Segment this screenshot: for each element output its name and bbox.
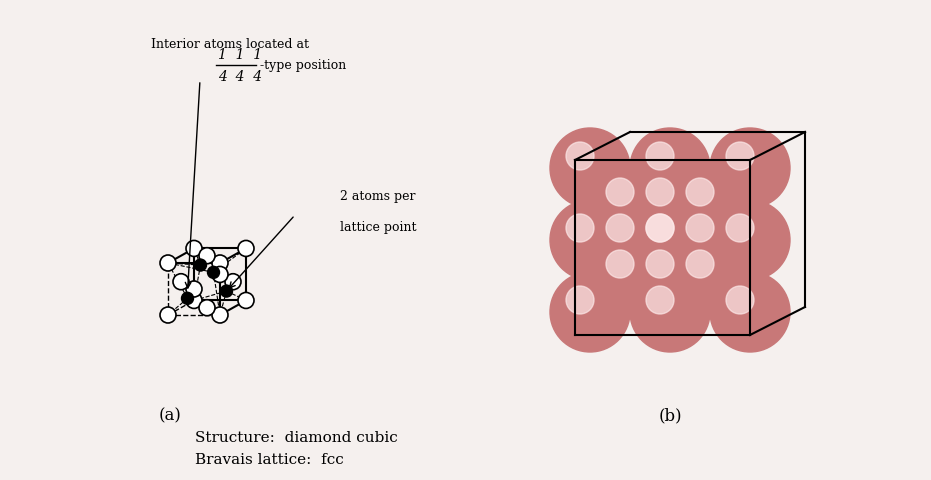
Circle shape: [646, 215, 674, 242]
Circle shape: [710, 129, 790, 209]
Text: 4  4  4: 4 4 4: [218, 70, 263, 84]
Circle shape: [606, 179, 634, 206]
Circle shape: [199, 300, 215, 316]
Text: 1  1  1: 1 1 1: [218, 48, 263, 62]
Circle shape: [630, 201, 710, 280]
Circle shape: [646, 143, 674, 171]
Circle shape: [646, 215, 674, 242]
Circle shape: [550, 273, 630, 352]
Circle shape: [238, 293, 254, 309]
Circle shape: [646, 179, 674, 206]
Circle shape: [630, 129, 710, 209]
Circle shape: [670, 201, 750, 280]
Circle shape: [710, 201, 790, 280]
Circle shape: [160, 255, 176, 271]
Circle shape: [686, 179, 714, 206]
Circle shape: [646, 287, 674, 314]
Circle shape: [208, 267, 220, 279]
Circle shape: [212, 307, 228, 324]
Circle shape: [590, 165, 670, 244]
Circle shape: [726, 287, 754, 314]
Circle shape: [221, 286, 233, 298]
Circle shape: [186, 241, 202, 257]
Circle shape: [160, 307, 176, 324]
Circle shape: [630, 273, 710, 352]
Text: Bravais lattice:  fcc: Bravais lattice: fcc: [195, 452, 344, 466]
Circle shape: [630, 201, 710, 280]
Circle shape: [186, 281, 202, 298]
Circle shape: [670, 237, 750, 316]
Text: (b): (b): [658, 407, 681, 424]
Circle shape: [630, 237, 710, 316]
Text: (a): (a): [158, 407, 182, 424]
Circle shape: [186, 293, 202, 309]
Circle shape: [566, 143, 594, 171]
Circle shape: [726, 215, 754, 242]
Circle shape: [212, 255, 228, 271]
Text: Structure:  diamond cubic: Structure: diamond cubic: [195, 430, 398, 444]
Circle shape: [686, 251, 714, 278]
Circle shape: [566, 215, 594, 242]
Circle shape: [238, 241, 254, 257]
Circle shape: [606, 251, 634, 278]
Circle shape: [646, 251, 674, 278]
Circle shape: [212, 267, 228, 283]
Circle shape: [606, 215, 634, 242]
Text: 2 atoms per: 2 atoms per: [340, 190, 415, 203]
Circle shape: [590, 237, 670, 316]
Circle shape: [550, 201, 630, 280]
Circle shape: [550, 129, 630, 209]
Circle shape: [182, 293, 194, 305]
Circle shape: [630, 165, 710, 244]
Circle shape: [195, 260, 207, 272]
Circle shape: [199, 248, 215, 264]
Circle shape: [710, 273, 790, 352]
Circle shape: [173, 274, 189, 290]
Text: Interior atoms located at: Interior atoms located at: [151, 38, 309, 51]
Circle shape: [225, 274, 241, 290]
Circle shape: [670, 165, 750, 244]
Circle shape: [686, 215, 714, 242]
Text: -type position: -type position: [260, 60, 346, 72]
Text: lattice point: lattice point: [340, 220, 416, 233]
Circle shape: [726, 143, 754, 171]
Circle shape: [590, 201, 670, 280]
Circle shape: [566, 287, 594, 314]
